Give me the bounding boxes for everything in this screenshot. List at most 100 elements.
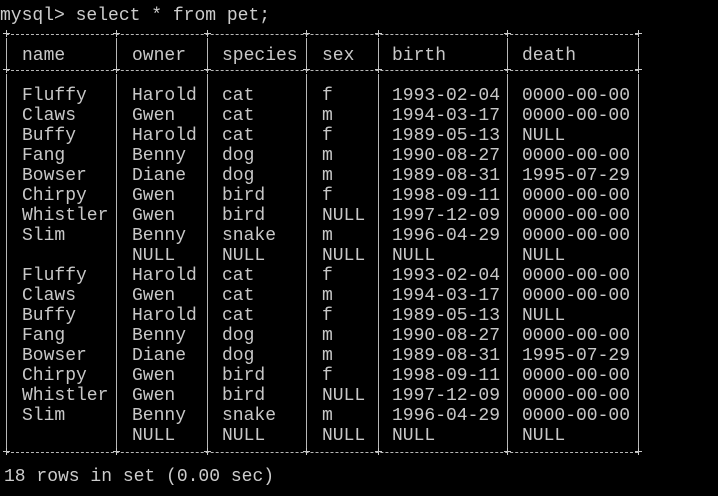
table-cell-sex: f: [322, 266, 333, 286]
table-cell-death: 0000-00-00: [522, 366, 631, 386]
column-header-owner: owner: [132, 46, 187, 66]
table-cell-birth: 1998-09-11: [392, 366, 501, 386]
table-cell-birth: 1989-08-31: [392, 346, 501, 366]
table-cell-name: Slim: [22, 406, 66, 426]
column-header-death: death: [522, 46, 577, 66]
table-cell-owner: Benny: [132, 326, 187, 346]
table-cell-death: 0000-00-00: [522, 206, 631, 226]
table-cell-name: Fang: [22, 326, 66, 346]
table-cell-death: 1995-07-29: [522, 346, 631, 366]
table-cell-sex: f: [322, 86, 333, 106]
table-cell-name: Claws: [22, 106, 77, 126]
table-cell-sex: m: [322, 226, 333, 246]
table-corner: [204, 448, 211, 455]
column-separator: [638, 74, 639, 448]
table-cell-sex: m: [322, 166, 333, 186]
table-cell-birth: 1996-04-29: [392, 226, 501, 246]
table-cell-species: cat: [222, 106, 255, 126]
table-corner: [504, 30, 511, 37]
table-cell-sex: f: [322, 366, 333, 386]
table-cell-death: 0000-00-00: [522, 386, 631, 406]
table-cell-species: bird: [222, 206, 266, 226]
table-cell-birth: 1990-08-27: [392, 326, 501, 346]
table-cell-death: NULL: [522, 306, 566, 326]
table-cell-name: Fluffy: [22, 266, 87, 286]
table-cell-birth: 1997-12-09: [392, 386, 501, 406]
table-corner: [303, 30, 310, 37]
table-cell-owner: Benny: [132, 406, 187, 426]
table-cell-birth: 1993-02-04: [392, 266, 501, 286]
table-cell-species: cat: [222, 306, 255, 326]
table-cell-name: Whistler: [22, 206, 109, 226]
table-cell-owner: Diane: [132, 166, 187, 186]
table-cell-owner: Benny: [132, 226, 187, 246]
table-cell-name: Fang: [22, 146, 66, 166]
column-separator: [116, 74, 117, 448]
table-cell-death: NULL: [522, 246, 566, 266]
table-cell-species: NULL: [222, 426, 266, 446]
table-cell-species: NULL: [222, 246, 266, 266]
table-corner: [303, 66, 310, 73]
table-cell-birth: 1993-02-04: [392, 86, 501, 106]
table-cell-birth: 1989-05-13: [392, 126, 501, 146]
table-corner: [375, 30, 382, 37]
table-cell-species: dog: [222, 346, 255, 366]
table-cell-species: bird: [222, 386, 266, 406]
command-text: select * from pet;: [75, 6, 271, 26]
table-cell-name: Buffy: [22, 126, 77, 146]
table-cell-name: Bowser: [22, 166, 87, 186]
table-cell-sex: NULL: [322, 246, 366, 266]
table-cell-sex: m: [322, 286, 333, 306]
table-cell-species: bird: [222, 186, 266, 206]
table-cell-sex: m: [322, 346, 333, 366]
table-corner: [635, 30, 642, 37]
table-cell-name: Fluffy: [22, 86, 87, 106]
table-corner: [113, 448, 120, 455]
column-separator: [306, 38, 307, 66]
table-cell-birth: 1990-08-27: [392, 146, 501, 166]
table-cell-owner: Gwen: [132, 186, 176, 206]
table-cell-owner: NULL: [132, 246, 176, 266]
table-cell-death: 0000-00-00: [522, 406, 631, 426]
table-cell-sex: f: [322, 306, 333, 326]
table-cell-owner: Gwen: [132, 366, 176, 386]
column-separator: [378, 38, 379, 66]
table-cell-species: cat: [222, 266, 255, 286]
table-cell-owner: Gwen: [132, 386, 176, 406]
table-corner: [113, 30, 120, 37]
table-cell-birth: 1994-03-17: [392, 106, 501, 126]
table-cell-death: 0000-00-00: [522, 286, 631, 306]
column-header-name: name: [22, 46, 66, 66]
table-cell-name: Slim: [22, 226, 66, 246]
table-cell-sex: NULL: [322, 386, 366, 406]
table-cell-owner: Benny: [132, 146, 187, 166]
table-cell-birth: 1998-09-11: [392, 186, 501, 206]
result-table: name owner species sex birth death Fluffy Harol…: [3, 28, 642, 455]
table-corner: [3, 448, 10, 455]
table-cell-sex: m: [322, 146, 333, 166]
table-top-border: [6, 34, 638, 35]
mysql-prompt: mysql>: [0, 6, 65, 26]
column-separator: [207, 38, 208, 66]
table-cell-birth: NULL: [392, 426, 436, 446]
table-cell-owner: Harold: [132, 86, 197, 106]
table-cell-death: 0000-00-00: [522, 106, 631, 126]
column-separator: [116, 38, 117, 66]
column-header-species: species: [222, 46, 298, 66]
table-corner: [204, 66, 211, 73]
table-bottom-border: [6, 452, 638, 453]
table-cell-sex: f: [322, 186, 333, 206]
table-cell-name: Chirpy: [22, 366, 87, 386]
table-cell-sex: f: [322, 126, 333, 146]
table-cell-owner: Harold: [132, 306, 197, 326]
table-corner: [204, 30, 211, 37]
table-cell-owner: Gwen: [132, 206, 176, 226]
table-cell-species: dog: [222, 326, 255, 346]
column-separator: [507, 38, 508, 66]
column-separator: [507, 74, 508, 448]
table-cell-death: NULL: [522, 126, 566, 146]
table-cell-death: 0000-00-00: [522, 226, 631, 246]
column-header-sex: sex: [322, 46, 355, 66]
table-cell-sex: NULL: [322, 426, 366, 446]
